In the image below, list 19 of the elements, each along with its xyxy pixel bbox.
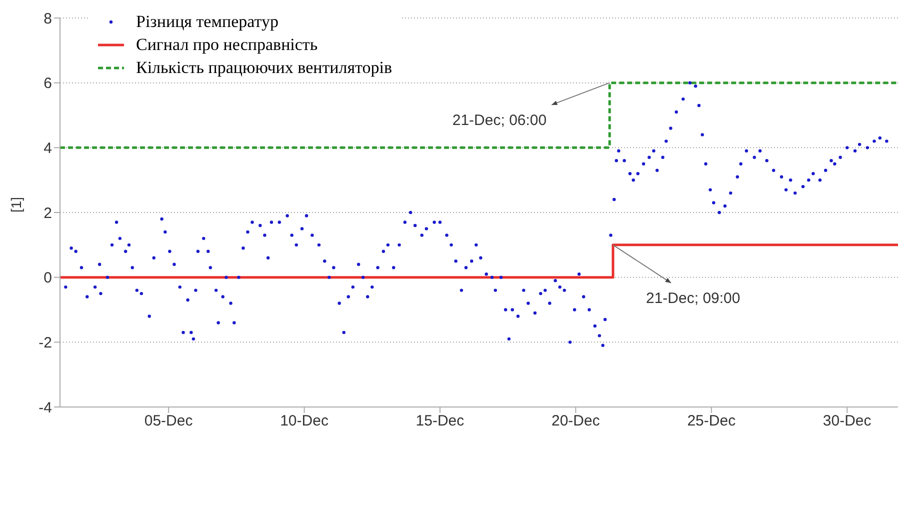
y-tick-label: 2 — [44, 204, 52, 222]
legend-label: Різниця температур — [136, 11, 278, 33]
x-tick-label: 20-Dec — [552, 412, 600, 430]
legend-label: Кількість працюючих вентиляторів — [136, 57, 392, 79]
legend-label: Сигнал про несправність — [136, 34, 318, 56]
annotation: 21-Dec; 09:00 — [646, 290, 740, 307]
y-tick-label: 6 — [44, 75, 52, 92]
y-tick-label: -2 — [38, 334, 52, 352]
y-tick-label: 8 — [44, 10, 52, 28]
y-axis-title: [1] — [8, 196, 24, 212]
x-tick-label: 10-Dec — [280, 412, 329, 430]
y-tick-label: 0 — [44, 270, 52, 287]
x-tick-label: 25-Dec — [687, 412, 736, 430]
x-tick-label: 05-Dec — [144, 412, 194, 430]
y-tick-label: 4 — [44, 140, 52, 157]
y-tick-label: -4 — [38, 399, 52, 416]
x-tick-label: 15-Dec — [416, 412, 465, 430]
annotation: 21-Dec; 06:00 — [452, 112, 547, 129]
x-tick-label: 30-Dec — [822, 412, 872, 430]
